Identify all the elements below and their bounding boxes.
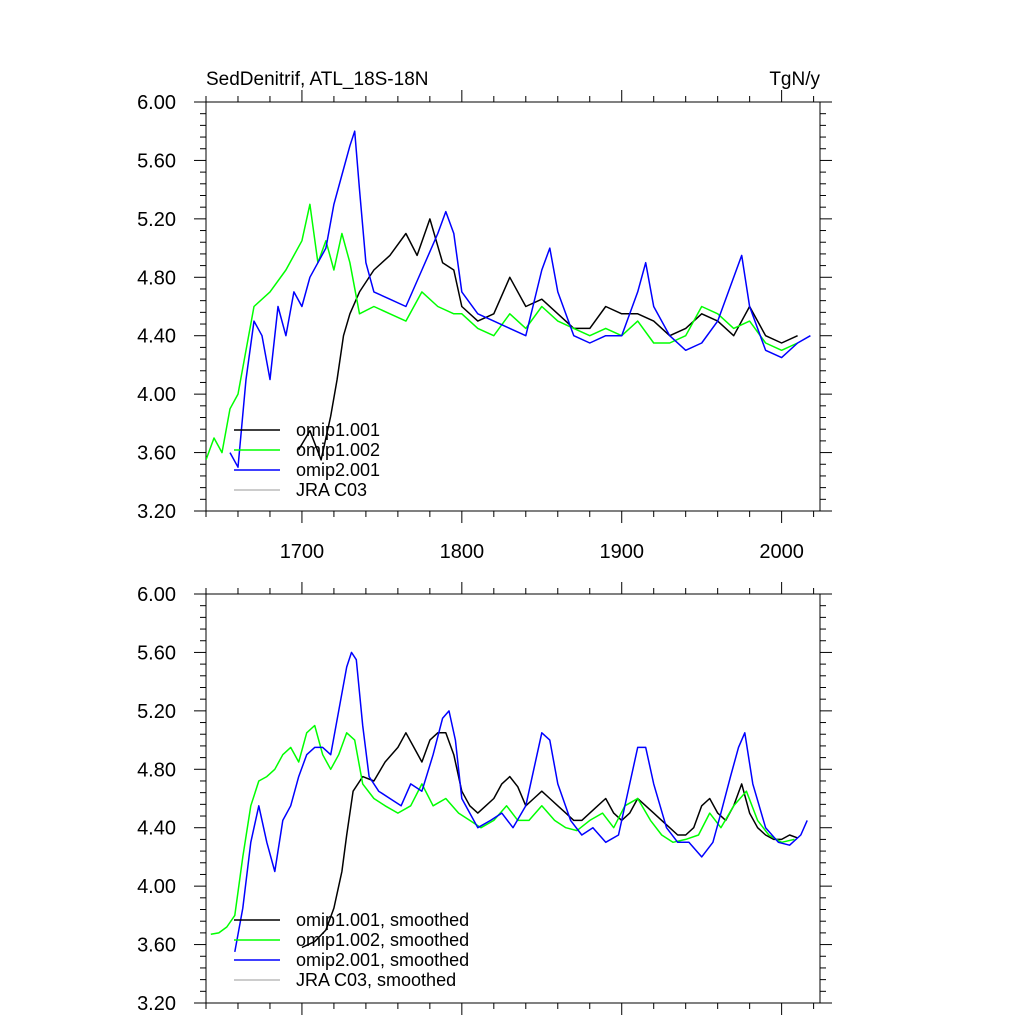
- y-tick-label: 3.20: [137, 993, 176, 1015]
- legend-label: omip1.002, smoothed: [296, 930, 469, 950]
- series-line-omip1-002-smoothed: [210, 724, 795, 936]
- x-tick-label: 2000: [759, 541, 804, 563]
- chart-title: SedDenitrif, ATL_18S-18N: [206, 69, 429, 90]
- series-group: [206, 130, 811, 468]
- series-line-omip1-001-smoothed: [301, 732, 798, 949]
- legend-label: JRA C03: [296, 480, 367, 500]
- y-tick-label: 5.20: [137, 209, 176, 231]
- axis-ticks: [194, 582, 832, 1015]
- legend-label: omip1.001: [296, 420, 380, 440]
- series-line-omip1-002: [206, 203, 798, 461]
- series-line-omip1-001: [298, 218, 798, 461]
- y-tick-label: 5.60: [137, 150, 176, 172]
- top-panel: 6.00 5.60 5.20 4.80 4.40 4.00 3.60 3.20 1700 1800…: [137, 69, 832, 563]
- bottom-panel: 6.00 5.60 5.20 4.80 4.40 4.00 3.60 3.20 omip1.00…: [137, 582, 832, 1015]
- y-tick-label: 6.00: [137, 584, 176, 606]
- legend-label: omip2.001, smoothed: [296, 950, 469, 970]
- y-tick-label: 4.80: [137, 267, 176, 289]
- series-group: [210, 651, 808, 953]
- units-label: TgN/y: [769, 69, 820, 90]
- axis-ticks: [194, 90, 832, 523]
- y-tick-label: 4.00: [137, 384, 176, 406]
- y-tick-label: 3.60: [137, 935, 176, 957]
- y-tick-label: 5.20: [137, 701, 176, 723]
- x-tick-label: 1900: [599, 541, 644, 563]
- y-tick-label: 5.60: [137, 642, 176, 664]
- legend-label: JRA C03, smoothed: [296, 970, 456, 990]
- series-line-omip2-001-smoothed: [234, 651, 808, 953]
- y-tick-label: 3.60: [137, 443, 176, 465]
- y-tick-label: 4.40: [137, 326, 176, 348]
- legend-label: omip2.001: [296, 460, 380, 480]
- y-tick-label: 4.00: [137, 876, 176, 898]
- x-tick-label: 1800: [440, 541, 485, 563]
- y-tick-label: 4.80: [137, 759, 176, 781]
- plot-frame: [205, 593, 821, 1004]
- legend-label: omip1.001, smoothed: [296, 910, 469, 930]
- x-tick-label: 1700: [280, 541, 325, 563]
- series-line-omip2-001: [229, 130, 811, 468]
- y-tick-label: 3.20: [137, 501, 176, 523]
- y-tick-label: 6.00: [137, 92, 176, 114]
- legend-label: omip1.002: [296, 440, 380, 460]
- y-tick-label: 4.40: [137, 818, 176, 840]
- plot-frame: [205, 101, 821, 512]
